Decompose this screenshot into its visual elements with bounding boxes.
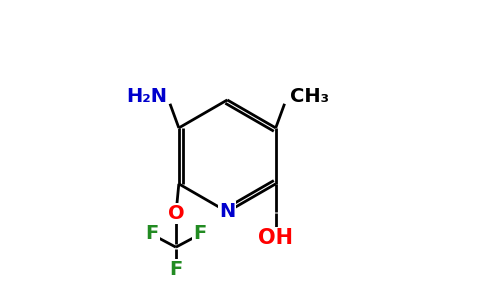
Text: H₂N: H₂N — [126, 88, 167, 106]
Text: OH: OH — [258, 228, 293, 248]
Text: F: F — [169, 260, 182, 279]
Text: CH₃: CH₃ — [290, 88, 330, 106]
Text: N: N — [219, 202, 235, 221]
Text: F: F — [193, 224, 206, 243]
Text: O: O — [167, 204, 184, 223]
Text: F: F — [146, 224, 159, 243]
